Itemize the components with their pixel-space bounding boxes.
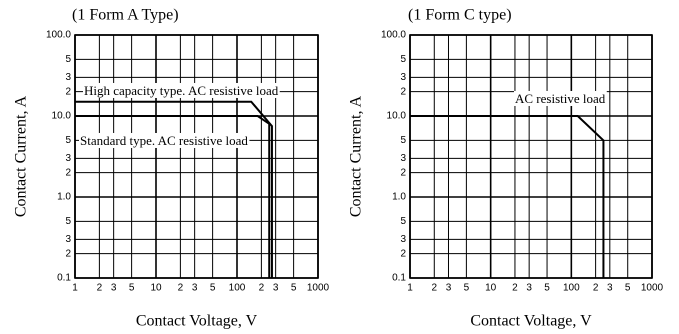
y-tick-label: 2	[400, 248, 406, 259]
x-tick-label: 3	[446, 283, 452, 294]
x-axis-label: Contact Voltage, V	[136, 313, 258, 330]
plot-frame	[409, 34, 653, 279]
x-tick-label: 5	[129, 283, 135, 294]
y-tick-label: 10.0	[387, 111, 407, 122]
x-tick-label: 5	[544, 283, 550, 294]
x-tick-label: 2	[593, 283, 599, 294]
x-tick-label: 2	[259, 283, 265, 294]
x-tick-label: 2	[512, 283, 518, 294]
subtitle: (1 Form C type)	[408, 7, 512, 24]
x-tick-label: 100	[563, 283, 580, 294]
series-label: Standard type. AC resistive load	[80, 133, 248, 148]
x-tick-label: 3	[526, 283, 532, 294]
y-tick-label: 3	[400, 234, 406, 245]
x-tick-label: 1000	[641, 283, 664, 294]
x-axis-label: Contact Voltage, V	[470, 313, 592, 330]
x-tick-label: 5	[464, 283, 470, 294]
y-tick-label: 3	[65, 72, 71, 83]
series-label-bg	[83, 82, 280, 98]
subtitle: (1 Form A Type)	[72, 7, 179, 24]
y-tick-label: 1.0	[392, 192, 406, 203]
y-tick-label: 1.0	[57, 192, 71, 203]
x-tick-label: 3	[273, 283, 279, 294]
y-tick-label: 0.1	[57, 273, 71, 284]
x-tick-label: 10	[485, 283, 497, 294]
y-tick-label: 5	[65, 54, 71, 65]
x-tick-label: 3	[607, 283, 613, 294]
series-label-bg	[514, 90, 607, 106]
x-tick-label: 1	[72, 283, 78, 294]
y-axis-label: Contact Current, A	[348, 95, 365, 217]
x-tick-label: 1	[407, 283, 413, 294]
series-label-bg	[79, 132, 250, 148]
x-tick-label: 5	[210, 283, 216, 294]
x-tick-label: 1000	[307, 283, 330, 294]
y-tick-label: 2	[400, 167, 406, 178]
x-tick-label: 5	[291, 283, 297, 294]
y-tick-label: 3	[400, 72, 406, 83]
y-tick-label: 5	[400, 216, 406, 227]
y-axis-label: Contact Current, A	[13, 95, 30, 217]
series-label: High capacity type. AC resistive load	[84, 83, 279, 98]
y-tick-label: 2	[65, 248, 71, 259]
y-tick-label: 3	[400, 153, 406, 164]
x-tick-label: 3	[192, 283, 198, 294]
x-tick-label: 10	[150, 283, 162, 294]
y-tick-label: 3	[65, 153, 71, 164]
y-tick-label: 5	[400, 135, 406, 146]
y-tick-label: 5	[65, 216, 71, 227]
y-tick-label: 100.0	[46, 30, 71, 41]
y-tick-label: 100.0	[381, 30, 406, 41]
data-line	[75, 100, 273, 278]
y-tick-label: 5	[400, 54, 406, 65]
x-tick-label: 5	[625, 283, 631, 294]
x-tick-label: 2	[97, 283, 103, 294]
series-label: AC resistive load	[515, 91, 606, 106]
y-tick-label: 2	[65, 86, 71, 97]
data-line	[410, 115, 605, 278]
y-tick-label: 2	[65, 167, 71, 178]
x-tick-label: 100	[229, 283, 246, 294]
y-tick-label: 2	[400, 86, 406, 97]
x-tick-label: 2	[178, 283, 184, 294]
y-tick-label: 0.1	[392, 273, 406, 284]
x-tick-label: 2	[432, 283, 438, 294]
y-tick-label: 3	[65, 234, 71, 245]
data-line	[75, 115, 271, 278]
y-tick-label: 10.0	[52, 111, 72, 122]
y-tick-label: 5	[65, 135, 71, 146]
x-tick-label: 3	[111, 283, 117, 294]
plot-frame	[74, 34, 319, 279]
